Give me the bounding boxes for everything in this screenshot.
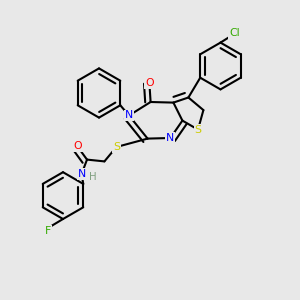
Text: N: N — [166, 133, 175, 143]
Text: F: F — [45, 226, 51, 236]
Text: N: N — [77, 169, 86, 179]
Text: O: O — [145, 78, 154, 88]
Text: H: H — [89, 172, 97, 182]
Text: N: N — [125, 110, 133, 121]
Text: S: S — [194, 124, 202, 135]
Text: Cl: Cl — [229, 28, 240, 38]
Text: S: S — [113, 142, 120, 152]
Text: O: O — [73, 141, 82, 152]
